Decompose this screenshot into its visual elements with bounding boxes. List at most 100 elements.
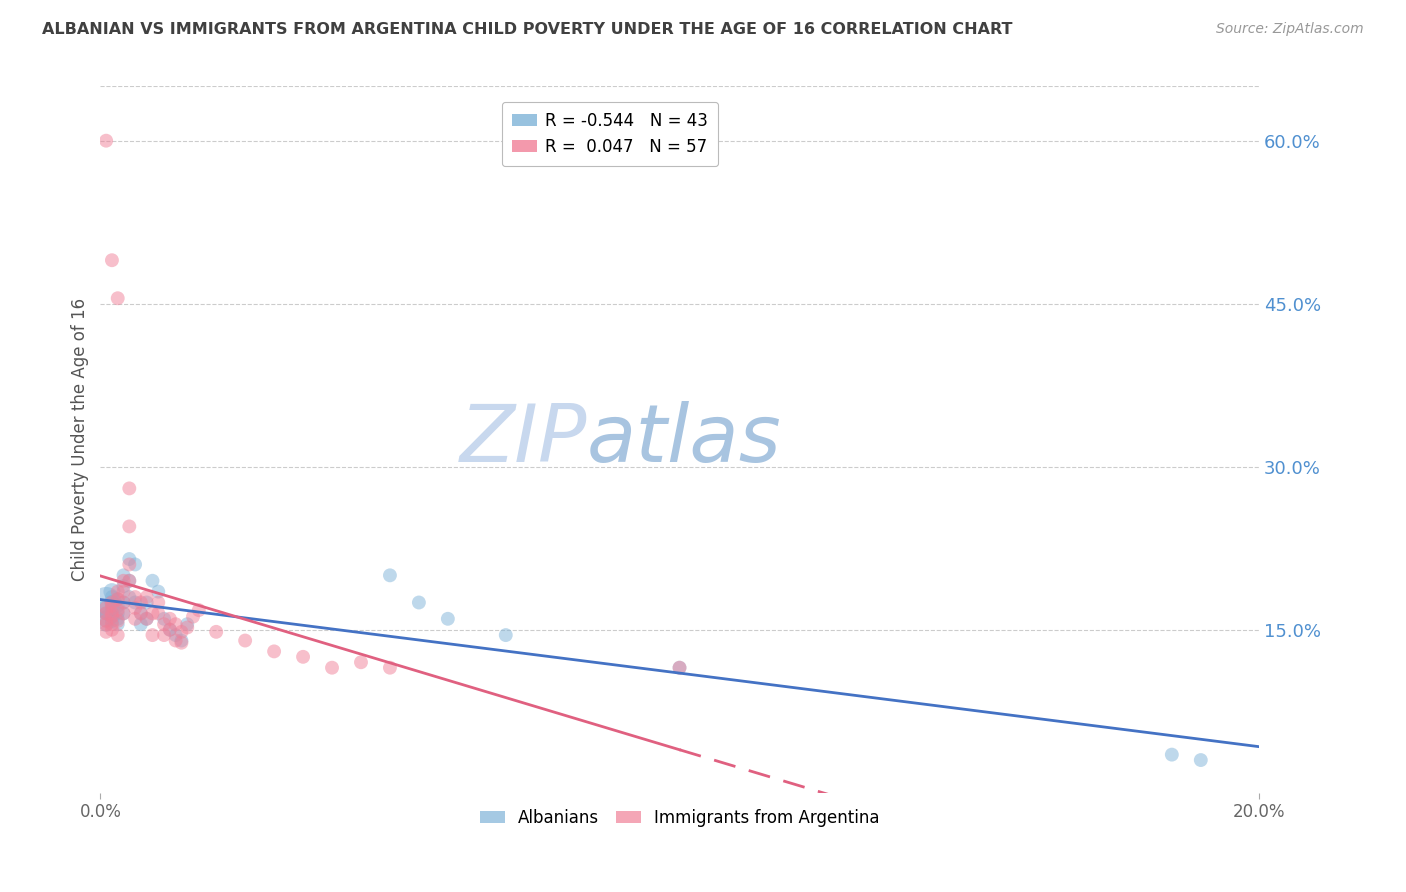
- Point: [129, 617, 152, 632]
- Point: [94, 612, 117, 626]
- Point: [101, 595, 124, 609]
- Point: [350, 655, 373, 669]
- Text: atlas: atlas: [586, 401, 782, 478]
- Point: [378, 661, 401, 675]
- Point: [107, 614, 129, 628]
- Point: [129, 607, 152, 621]
- Point: [668, 661, 690, 675]
- Point: [148, 607, 170, 621]
- Point: [378, 568, 401, 582]
- Point: [94, 617, 117, 632]
- Point: [112, 568, 135, 582]
- Point: [107, 612, 129, 626]
- Point: [101, 595, 124, 609]
- Point: [159, 623, 181, 637]
- Point: [101, 617, 124, 632]
- Point: [135, 590, 157, 604]
- Point: [101, 614, 124, 628]
- Point: [94, 134, 117, 148]
- Point: [107, 617, 129, 632]
- Text: Source: ZipAtlas.com: Source: ZipAtlas.com: [1216, 22, 1364, 37]
- Point: [263, 644, 285, 658]
- Point: [165, 628, 187, 642]
- Point: [135, 612, 157, 626]
- Point: [112, 584, 135, 599]
- Point: [94, 607, 117, 621]
- Point: [112, 607, 135, 621]
- Point: [107, 599, 129, 613]
- Point: [124, 595, 146, 609]
- Point: [107, 592, 129, 607]
- Point: [141, 574, 163, 588]
- Point: [101, 623, 124, 637]
- Point: [292, 649, 315, 664]
- Point: [101, 609, 124, 624]
- Point: [135, 612, 157, 626]
- Point: [101, 584, 124, 599]
- Point: [159, 623, 181, 637]
- Point: [495, 628, 517, 642]
- Point: [408, 595, 430, 609]
- Point: [1160, 747, 1182, 762]
- Point: [321, 661, 343, 675]
- Point: [170, 633, 193, 648]
- Point: [112, 607, 135, 621]
- Point: [107, 592, 129, 607]
- Point: [153, 617, 176, 632]
- Point: [112, 595, 135, 609]
- Point: [205, 624, 228, 639]
- Text: ALBANIAN VS IMMIGRANTS FROM ARGENTINA CHILD POVERTY UNDER THE AGE OF 16 CORRELAT: ALBANIAN VS IMMIGRANTS FROM ARGENTINA CH…: [42, 22, 1012, 37]
- Point: [187, 603, 209, 617]
- Point: [94, 617, 117, 632]
- Point: [233, 633, 256, 648]
- Point: [94, 603, 117, 617]
- Point: [141, 628, 163, 642]
- Point: [101, 609, 124, 624]
- Point: [94, 624, 117, 639]
- Point: [141, 607, 163, 621]
- Text: ZIP: ZIP: [460, 401, 586, 478]
- Y-axis label: Child Poverty Under the Age of 16: Child Poverty Under the Age of 16: [72, 298, 89, 581]
- Point: [112, 579, 135, 593]
- Point: [118, 519, 141, 533]
- Point: [176, 617, 198, 632]
- Point: [153, 612, 176, 626]
- Point: [94, 601, 117, 615]
- Point: [668, 661, 690, 675]
- Point: [118, 482, 141, 496]
- Point: [101, 601, 124, 615]
- Point: [112, 595, 135, 609]
- Point: [101, 253, 124, 268]
- Point: [148, 595, 170, 609]
- Legend: Albanians, Immigrants from Argentina: Albanians, Immigrants from Argentina: [472, 803, 886, 834]
- Point: [107, 291, 129, 305]
- Point: [124, 558, 146, 572]
- Point: [148, 584, 170, 599]
- Point: [94, 607, 117, 621]
- Point: [181, 609, 204, 624]
- Point: [118, 552, 141, 566]
- Point: [1189, 753, 1212, 767]
- Point: [135, 595, 157, 609]
- Point: [118, 574, 141, 588]
- Point: [94, 614, 117, 628]
- Point: [101, 607, 124, 621]
- Point: [107, 584, 129, 599]
- Point: [118, 590, 141, 604]
- Point: [165, 617, 187, 632]
- Point: [170, 624, 193, 639]
- Point: [159, 612, 181, 626]
- Point: [129, 607, 152, 621]
- Point: [118, 558, 141, 572]
- Point: [101, 590, 124, 604]
- Point: [107, 628, 129, 642]
- Point: [124, 612, 146, 626]
- Point: [107, 603, 129, 617]
- Point: [112, 574, 135, 588]
- Point: [153, 628, 176, 642]
- Point: [437, 612, 460, 626]
- Point: [118, 574, 141, 588]
- Point: [94, 595, 117, 609]
- Point: [124, 590, 146, 604]
- Point: [124, 601, 146, 615]
